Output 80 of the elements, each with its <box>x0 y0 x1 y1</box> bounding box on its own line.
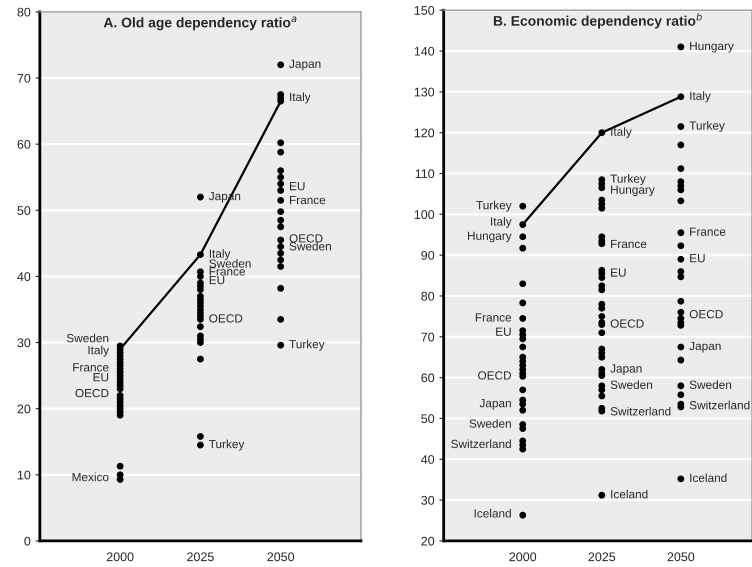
annotation: Switzerland <box>451 439 511 448</box>
y-tick-label: 80 <box>421 292 434 301</box>
y-tick-label: 40 <box>421 455 434 464</box>
annotation: Japan <box>480 399 511 410</box>
annotation: Turkey <box>610 174 646 186</box>
annotation: Hungary <box>468 232 512 242</box>
chart-title: A. Old age dependency ratio$^{a}$ <box>104 16 296 30</box>
y-tick-label: 120 <box>414 128 434 138</box>
annotation: EU <box>611 268 626 277</box>
annotation: Sweden <box>610 380 652 389</box>
y-tick-label: 30 <box>421 496 434 505</box>
x-tick-label: 2050 <box>668 552 694 562</box>
annotation: Iceland <box>474 508 511 518</box>
annotation: EU <box>210 276 224 284</box>
annotation: Turkey <box>689 121 725 132</box>
annotation: Japan <box>610 364 642 375</box>
x-tick-label: 2025 <box>187 552 214 562</box>
chart-title: B. Economic dependency ratio$^{b}$ <box>494 12 702 29</box>
annotation: Sweden <box>290 242 331 250</box>
annotation: France <box>290 196 326 204</box>
annotation: France <box>210 267 245 276</box>
y-tick-label: 20 <box>18 404 30 414</box>
annotation: Hungary <box>611 186 655 196</box>
y-tick-label: 60 <box>18 140 30 149</box>
annotation: Italy <box>690 91 711 102</box>
y-tick-label: 50 <box>17 206 30 215</box>
annotation: Switzerland <box>690 400 750 410</box>
annotation: Italy <box>611 127 632 138</box>
annotation: France <box>476 313 512 322</box>
annotation: Iceland <box>690 473 726 482</box>
annotation: France <box>690 228 726 236</box>
y-tick-label: 40 <box>17 272 30 282</box>
annotation: Iceland <box>611 490 648 498</box>
annotation: Switzerland <box>610 406 670 416</box>
annotation: France <box>611 240 646 248</box>
annotation: Turkey <box>289 340 325 351</box>
x-tick-label: 2000 <box>106 552 134 562</box>
annotation: EU <box>690 254 705 262</box>
y-tick-label: 90 <box>421 250 434 260</box>
annotation: Japan <box>689 342 721 353</box>
annotation: France <box>73 363 108 372</box>
annotation: EU <box>290 182 305 190</box>
y-tick-label: 20 <box>421 536 434 546</box>
y-tick-label: 70 <box>18 74 30 83</box>
y-tick-label: 130 <box>414 88 434 97</box>
annotation: Sweden <box>690 380 732 389</box>
annotation: Italy <box>88 346 109 357</box>
y-tick-label: 30 <box>17 338 30 348</box>
y-tick-label: 80 <box>17 8 30 17</box>
x-tick-label: 2025 <box>588 552 616 562</box>
y-tick-label: 70 <box>421 332 434 342</box>
annotation: EU <box>94 373 108 382</box>
annotation: OECD <box>610 319 644 328</box>
annotation: Sweden <box>209 259 251 268</box>
annotation: Turkey <box>209 440 244 451</box>
y-tick-label: 100 <box>414 210 434 219</box>
annotation: OECD <box>75 388 108 398</box>
annotation: Mexico <box>72 472 109 482</box>
annotation: Hungary <box>690 42 734 52</box>
annotation: Japan <box>289 60 320 70</box>
annotation: Italy <box>290 92 311 104</box>
y-tick-label: 10 <box>18 470 30 480</box>
annotation: OECD <box>478 371 512 380</box>
y-tick-label: 110 <box>416 169 434 178</box>
annotation: OECD <box>290 234 323 243</box>
annotation: Turkey <box>476 200 512 212</box>
y-tick-label: 140 <box>414 46 434 56</box>
y-tick-label: 0 <box>24 536 30 546</box>
annotation: OECD <box>209 314 242 323</box>
annotation: Italy <box>491 216 512 228</box>
y-tick-label: 60 <box>421 373 434 382</box>
annotation: EU <box>496 328 511 336</box>
y-tick-label: 150 <box>414 6 434 15</box>
annotation: OECD <box>690 310 723 318</box>
x-tick-label: 2000 <box>509 552 536 562</box>
annotation: Italy <box>210 249 230 260</box>
y-tick-label: 50 <box>421 414 434 424</box>
annotation: Sweden <box>470 419 511 428</box>
x-tick-label: 2050 <box>267 552 294 562</box>
annotation: Sweden <box>66 334 108 342</box>
